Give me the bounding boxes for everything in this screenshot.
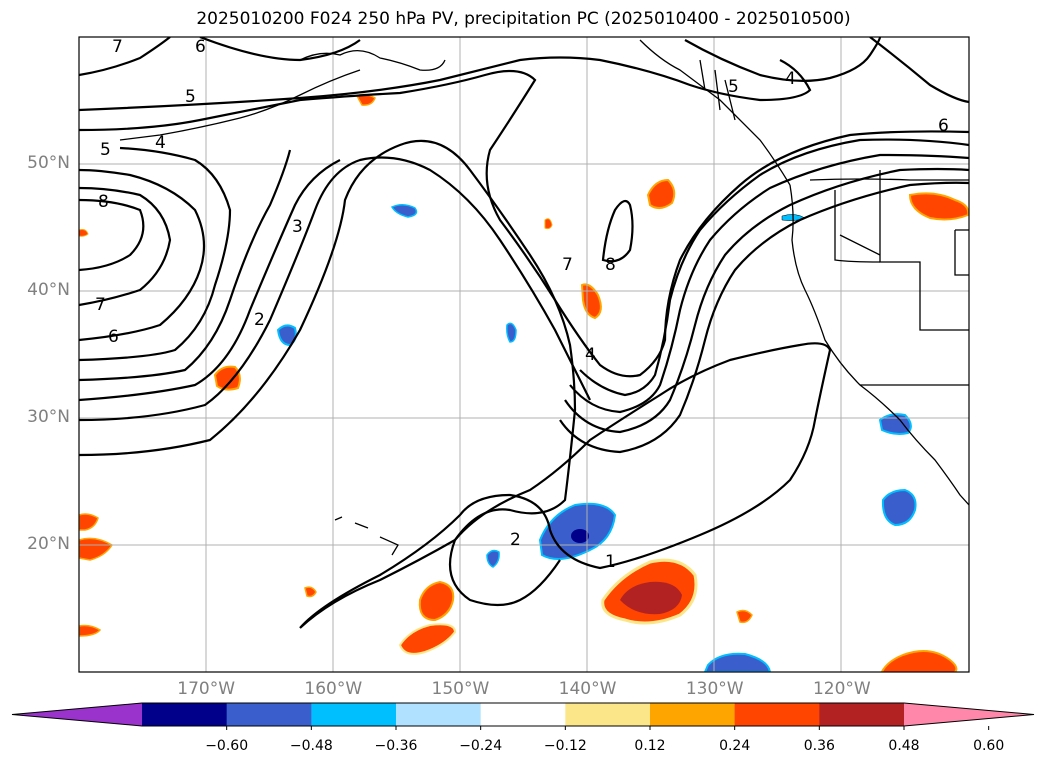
- map-background: [79, 37, 969, 672]
- contour-label: 6: [108, 327, 119, 347]
- pv-contour-11: [79, 56, 812, 112]
- longitude-tick-label: 150°W: [431, 679, 490, 699]
- precip-blob: [398, 623, 457, 655]
- pv-contour-19: [869, 37, 969, 104]
- pv-contour-12: [579, 138, 969, 397]
- precip-blob: [418, 580, 455, 622]
- colorbar-segment: [734, 703, 820, 726]
- precip-blob: [620, 581, 682, 615]
- precip-blob: [646, 178, 676, 209]
- longitude-tick-label: 160°W: [304, 679, 363, 699]
- contour-label: 3: [292, 217, 303, 237]
- map-frame: [78, 36, 970, 673]
- contour-label: 5: [100, 140, 111, 160]
- pv-contour-15: [559, 181, 969, 454]
- coastlines: [119, 39, 969, 556]
- colorbar-tick-label: 0.60: [973, 738, 1005, 754]
- colorbar: [11, 702, 1035, 730]
- contour-label: 2: [254, 310, 265, 330]
- pv-contour-2: [79, 139, 577, 607]
- contour-label: 5: [728, 77, 739, 97]
- colorbar-segment: [480, 703, 566, 726]
- latitude-tick-label: 50°N: [27, 153, 70, 173]
- pv-contour-1: [299, 342, 832, 629]
- longitude-tick-label: 140°W: [558, 679, 617, 699]
- pv-contour-9: [79, 198, 145, 272]
- colorbar-segment: [142, 703, 228, 726]
- precip-blob: [486, 549, 500, 568]
- precip-blob: [878, 413, 912, 435]
- precip-blob: [390, 204, 418, 218]
- latitude-tick-label: 30°N: [27, 407, 70, 427]
- colorbar-segment: [650, 703, 736, 726]
- precip-blob: [79, 513, 99, 531]
- colorbar-segment: [396, 703, 482, 726]
- graticule: [79, 37, 969, 672]
- pv-contours: [79, 37, 969, 629]
- contour-label: 8: [605, 255, 616, 275]
- colorbar-tick-label: 0.12: [634, 738, 666, 754]
- contour-label: 4: [155, 133, 166, 153]
- contour-labels: 1 2 2 3 4 4 5 5 5 6 6 6 7 7 8 8 7 4: [95, 37, 949, 572]
- colorbar-extend-low: [12, 703, 142, 726]
- pv-contour-18: [684, 37, 882, 82]
- colorbar-tick-label: −0.48: [289, 738, 333, 754]
- precip-blob: [79, 229, 89, 237]
- pv-contour-4: [79, 159, 341, 402]
- pv-contour-10: [79, 69, 969, 378]
- pv-contour-7: [79, 168, 206, 342]
- colorbar-tick-label: −0.12: [543, 738, 587, 754]
- pv-contour-16: [601, 199, 634, 263]
- precip-blob: [571, 529, 589, 543]
- precip-blob: [880, 650, 958, 672]
- pv-contour-20: [199, 37, 361, 62]
- colorbar-extend-high: [904, 703, 1034, 726]
- colorbar-tick-label: −0.24: [459, 738, 503, 754]
- precip-blob: [79, 624, 102, 637]
- longitude-tick-label: 120°W: [812, 679, 871, 699]
- precip-blob: [703, 652, 772, 672]
- longitude-tick-label: 130°W: [685, 679, 744, 699]
- contour-label: 6: [938, 116, 949, 136]
- pv-contour-3: [79, 156, 591, 422]
- precip-blob: [908, 192, 969, 221]
- precip-blob: [881, 488, 917, 527]
- colorbar-segment: [226, 703, 312, 726]
- precip-blob: [544, 218, 553, 230]
- colorbar-tick-label: 0.24: [719, 738, 751, 754]
- pv-contour-14: [564, 167, 969, 434]
- pv-contour-8: [79, 186, 172, 307]
- contour-label: 8: [98, 192, 109, 212]
- colorbar-segment: [311, 703, 397, 726]
- contour-label: 5: [185, 87, 196, 107]
- longitude-tick-label: 170°W: [177, 679, 236, 699]
- pv-contour-6: [79, 146, 232, 362]
- contour-label: 6: [195, 37, 206, 57]
- precip-blob: [506, 322, 517, 343]
- contour-label: 7: [95, 295, 106, 315]
- contour-label: 4: [585, 345, 596, 365]
- contour-label: 7: [112, 37, 123, 57]
- latitude-tick-label: 40°N: [27, 280, 70, 300]
- colorbar-tick-label: −0.36: [374, 738, 418, 754]
- colorbar-outline: [11, 702, 1035, 727]
- colorbar-tick-label: 0.48: [888, 738, 920, 754]
- precip-blob: [304, 586, 317, 598]
- chart-title: 2025010200 F024 250 hPa PV, precipitatio…: [196, 9, 851, 29]
- contour-label: 2: [510, 530, 521, 550]
- latitude-tick-label: 20°N: [27, 534, 70, 554]
- colorbar-tick-label: 0.36: [803, 738, 835, 754]
- contour-label: 4: [785, 69, 796, 89]
- precip-blob: [736, 609, 753, 624]
- colorbar-tick-label: −0.60: [205, 738, 249, 754]
- pv-contour-17: [79, 37, 171, 77]
- colorbar-segment: [565, 703, 651, 726]
- pv-contour-5: [79, 149, 292, 382]
- contour-label: 1: [605, 552, 616, 572]
- contour-label: 7: [562, 255, 573, 275]
- pv-contour-13: [569, 153, 969, 414]
- colorbar-segment: [819, 703, 905, 726]
